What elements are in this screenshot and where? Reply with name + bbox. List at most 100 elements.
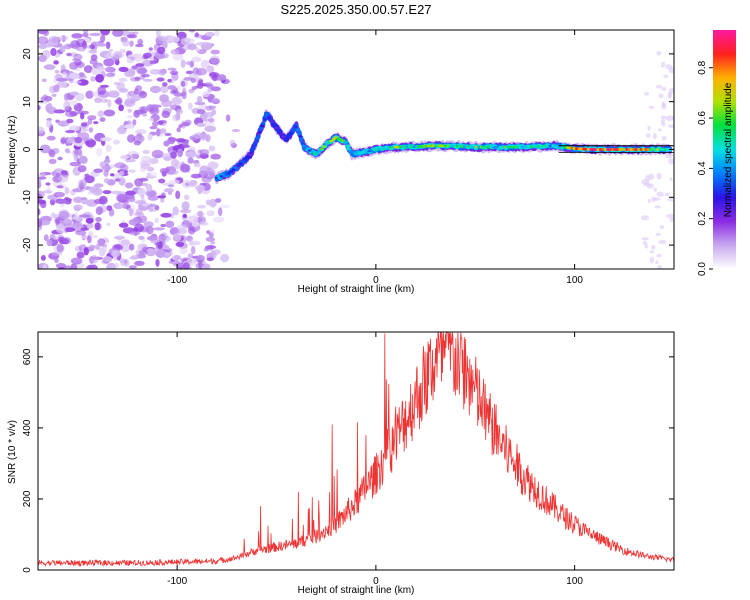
ridge-peak [274,126,279,130]
spectrogram-cell [195,184,206,192]
spectrogram-cell [163,140,170,147]
spectrogram-cell [665,152,673,159]
spectrogram-cell [176,224,188,231]
spectrogram-cell [170,104,179,111]
spectrogram-cell [199,149,210,156]
spectrogram-cell [100,34,106,43]
spectrogram-cell [94,97,102,104]
spectrogram-cell [191,86,197,91]
spectrogram-cell [174,160,181,170]
spectrogram-cell [156,77,165,82]
spectrogram-cell [154,205,160,211]
spectrogram-y-ticks: -20 -10 0 10 20 [22,48,674,252]
spectrogram-cell [666,213,674,219]
spectrogram-cell [103,178,110,184]
spectrogram-cell [54,69,60,74]
spectrogram-cell [63,101,70,110]
ridge-peak [234,166,238,170]
spectrogram-cell [79,155,88,164]
spectrogram-cell [172,233,179,241]
spectrogram-cell [146,225,154,235]
spectrogram-cell [658,128,662,132]
spectrogram-cell [215,198,222,203]
ridge-peak [262,117,267,121]
spectrogram-cell [171,36,180,43]
spectrogram-cell [126,34,138,39]
spectrogram-cell [209,232,214,238]
spectrogram-cell [73,103,83,112]
x-tick-label: 100 [566,576,583,587]
spectrogram-cell [211,109,217,116]
ridge-peak [315,152,319,155]
spectrogram-cell [106,205,113,211]
snr-frame [37,331,675,571]
spectrogram-cell [204,32,216,37]
ridge-peak [276,129,281,133]
ridge-peak [322,145,327,149]
spectrogram-cell [157,195,167,199]
spectrogram-cell [42,190,53,194]
spectrogram-cell [149,68,161,75]
spectrogram-cell [53,77,58,84]
spectrogram-x-ticks: -100 0 100 [167,30,583,286]
spectrogram-cell [121,30,129,37]
spectrogram-cell [88,127,94,133]
spectrogram-cell [167,85,177,90]
spectrogram-cell [124,158,136,163]
spectrogram-cell [66,118,74,124]
spectrogram-cell [104,158,111,164]
spectrogram-cell [127,67,136,76]
spectrogram-cell [149,107,160,116]
spectrogram-cell [51,251,63,256]
spectrogram-cell [127,150,140,160]
spectrogram-cell [149,60,157,65]
ridge-peak [296,128,300,132]
spectrogram-cell [95,147,103,157]
spectrogram-cell [170,151,177,159]
spectrogram-cell [652,132,657,140]
spectrogram-cell [127,90,136,97]
spectrogram-cell [208,117,215,123]
spectrogram-cell [188,88,195,94]
spectrogram-cell [655,232,661,237]
spectrogram-cell [160,85,169,94]
spectrogram-cell [147,191,158,197]
spectrogram-cell [87,115,97,121]
spectrogram-cell [68,125,80,132]
spectrogram-cell [114,235,126,240]
spectrogram-cell [656,191,665,197]
spectrogram-cell [61,71,68,79]
colorbar-tick-label: 0.8 [697,60,708,74]
spectrogram-cell [87,234,92,244]
spectrogram-cell [153,154,163,159]
y-tick-label: -10 [22,190,33,205]
spectrogram-cell [108,48,114,53]
spectrogram-cell [667,197,674,202]
ridge-peak [257,130,262,134]
spectrogram-cell [48,35,59,45]
spectrogram-cell [66,138,74,144]
spectrogram-cell [43,234,49,242]
spectrogram-cell [181,201,190,211]
ridge-peak [348,149,353,153]
ridge-peak [269,119,274,123]
spectrogram-cell [173,255,182,261]
spectrogram-cell [651,244,656,250]
spectrogram-cell [168,179,180,185]
spectrogram-cell [168,260,180,265]
spectrogram-cell [56,225,66,234]
spectrogram-cell [68,72,80,80]
spectrogram-cell [137,187,146,197]
spectrogram-cell [56,81,67,88]
spectrogram-cell [78,72,85,77]
y-tick-label: 0 [22,567,33,573]
spectrogram-cell [152,120,159,127]
spectrogram-cell [157,120,164,126]
spectrogram-cell [138,235,145,240]
ridge-peak [319,147,324,151]
spectrogram-cell [134,260,145,266]
spectrogram-cell [78,179,87,188]
spectrogram-cell [65,129,76,134]
colorbar-tick-label: 0.0 [697,262,708,276]
